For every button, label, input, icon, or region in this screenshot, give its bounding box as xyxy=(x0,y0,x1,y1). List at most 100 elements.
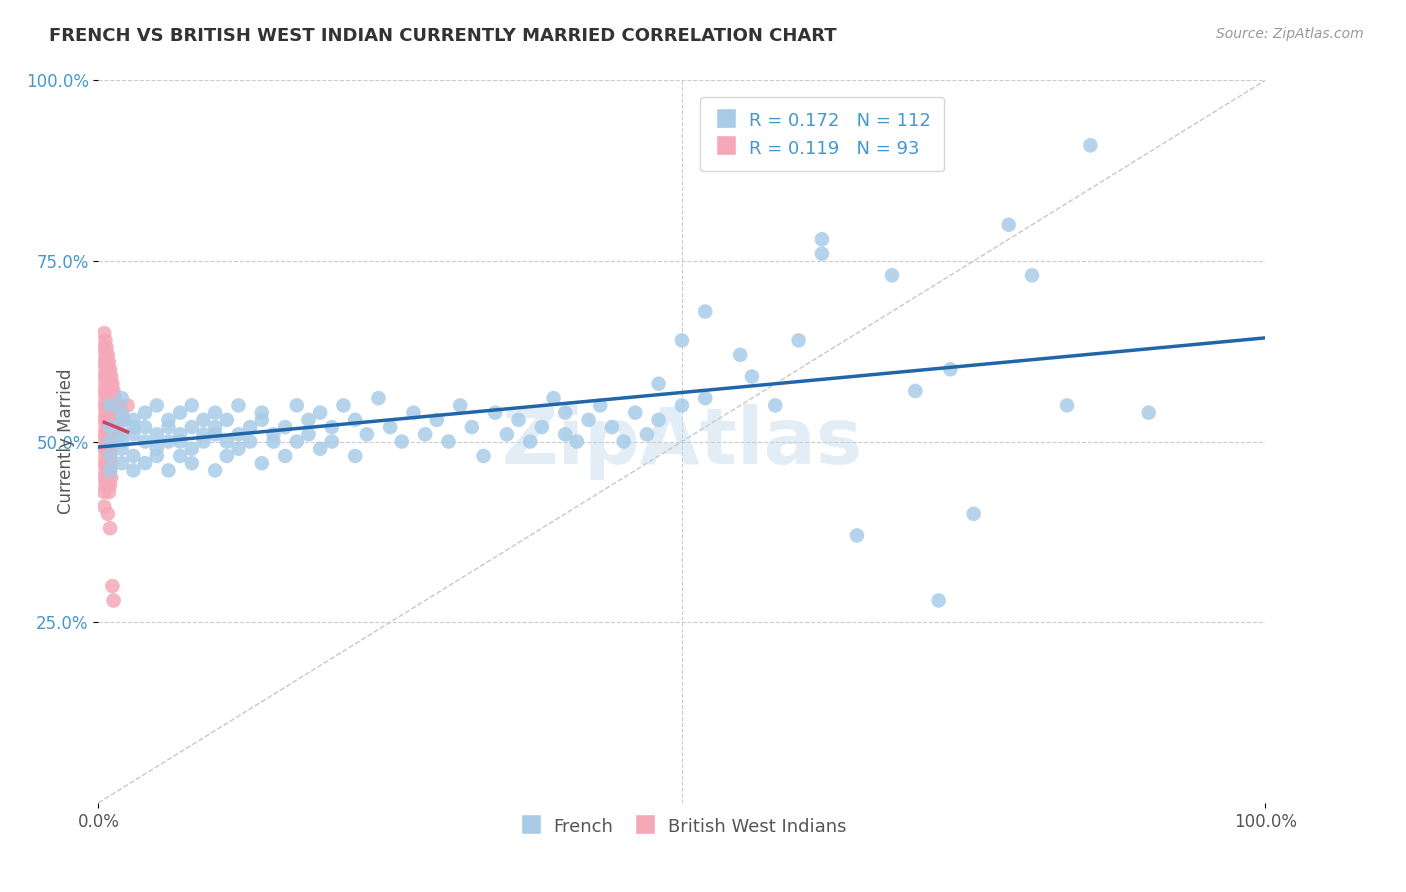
Point xyxy=(100,369,122,384)
Point xyxy=(1137,406,1160,420)
Point xyxy=(94,376,117,391)
Point xyxy=(111,456,134,470)
Point xyxy=(111,442,134,456)
Point xyxy=(94,449,117,463)
Point xyxy=(97,470,120,484)
Point xyxy=(215,434,238,449)
Point xyxy=(94,420,117,434)
Point xyxy=(122,420,145,434)
Point xyxy=(180,420,202,434)
Point xyxy=(228,442,250,456)
Point xyxy=(101,391,124,405)
Point xyxy=(321,434,343,449)
Point xyxy=(695,391,717,405)
Point xyxy=(98,478,121,492)
Point xyxy=(730,348,752,362)
Point xyxy=(96,384,118,398)
Point xyxy=(146,442,169,456)
Point xyxy=(117,398,139,412)
Point xyxy=(111,391,134,405)
Point xyxy=(215,413,238,427)
Point xyxy=(939,362,962,376)
Point xyxy=(111,406,134,420)
Point xyxy=(93,427,115,442)
Point xyxy=(98,434,121,449)
Point xyxy=(97,413,120,427)
Point xyxy=(274,420,297,434)
Point xyxy=(215,449,238,463)
Point xyxy=(554,406,576,420)
Point xyxy=(98,420,121,434)
Point xyxy=(97,391,120,405)
Point xyxy=(671,334,693,348)
Point xyxy=(97,348,120,362)
Legend: French, British West Indians: French, British West Indians xyxy=(506,805,858,848)
Point xyxy=(262,427,284,442)
Point xyxy=(103,413,125,427)
Point xyxy=(93,355,115,369)
Point xyxy=(105,406,128,420)
Point xyxy=(96,456,118,470)
Point xyxy=(530,420,553,434)
Point xyxy=(93,470,115,484)
Point xyxy=(169,427,191,442)
Point xyxy=(180,442,202,456)
Point xyxy=(274,449,297,463)
Point xyxy=(98,463,121,477)
Point xyxy=(98,398,121,412)
Point xyxy=(97,442,120,456)
Point xyxy=(96,470,118,484)
Point xyxy=(391,434,413,449)
Point xyxy=(763,398,786,412)
Point xyxy=(157,463,180,477)
Point xyxy=(624,406,647,420)
Point xyxy=(94,391,117,405)
Point xyxy=(332,398,354,412)
Point xyxy=(100,413,122,427)
Point xyxy=(636,427,658,442)
Point xyxy=(413,427,436,442)
Point xyxy=(98,391,121,405)
Point xyxy=(98,434,121,449)
Point xyxy=(97,355,120,369)
Point xyxy=(461,420,484,434)
Point xyxy=(1080,138,1102,153)
Point xyxy=(100,384,122,398)
Point xyxy=(100,427,122,442)
Point xyxy=(472,449,495,463)
Point xyxy=(94,463,117,477)
Text: FRENCH VS BRITISH WEST INDIAN CURRENTLY MARRIED CORRELATION CHART: FRENCH VS BRITISH WEST INDIAN CURRENTLY … xyxy=(49,27,837,45)
Point xyxy=(1021,268,1043,283)
Point xyxy=(96,369,118,384)
Point xyxy=(180,398,202,412)
Point xyxy=(98,463,121,477)
Point xyxy=(111,434,134,449)
Point xyxy=(250,406,273,420)
Point xyxy=(101,406,124,420)
Point xyxy=(107,427,129,442)
Point xyxy=(104,406,127,420)
Point xyxy=(880,268,903,283)
Point xyxy=(228,398,250,412)
Point xyxy=(146,449,169,463)
Point xyxy=(94,434,117,449)
Point xyxy=(741,369,763,384)
Point xyxy=(169,449,191,463)
Point xyxy=(93,398,115,412)
Point xyxy=(94,348,117,362)
Point xyxy=(122,463,145,477)
Point xyxy=(380,420,402,434)
Point xyxy=(496,427,519,442)
Point xyxy=(97,507,120,521)
Point xyxy=(671,398,693,412)
Point xyxy=(600,420,623,434)
Point xyxy=(543,391,565,405)
Point xyxy=(193,427,215,442)
Point xyxy=(101,420,124,434)
Point xyxy=(297,427,319,442)
Point xyxy=(1056,398,1078,412)
Point xyxy=(105,420,128,434)
Point xyxy=(103,593,125,607)
Point xyxy=(104,413,127,427)
Point xyxy=(204,463,226,477)
